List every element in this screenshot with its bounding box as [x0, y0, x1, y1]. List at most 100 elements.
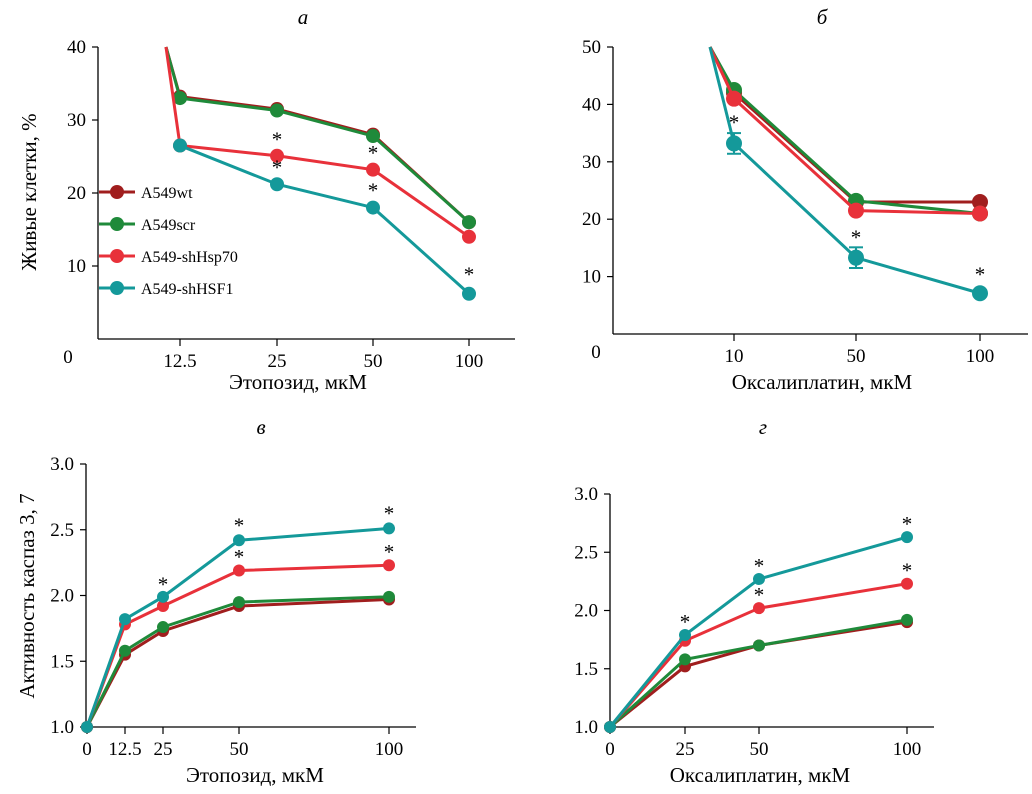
data-point-A549scr: [233, 596, 245, 609]
x-tick-label: 100: [966, 346, 995, 367]
data-point-A549-shHsp70: [753, 602, 765, 615]
x-tick-label: 25: [154, 739, 173, 760]
legend-marker: [110, 249, 124, 263]
y-tick-label: 2.5: [50, 520, 74, 541]
x-axis-label: Оксалиплатин, мкМ: [732, 370, 913, 394]
data-point-A549-shHSF1: [366, 200, 380, 215]
data-point-A549-shHsp70: [157, 600, 169, 613]
series-line-A549scr: [708, 46, 981, 215]
legend-marker: [110, 185, 124, 199]
significance-star: *: [368, 178, 379, 202]
x-axis-label: Этопозид, мкМ: [229, 370, 367, 394]
y-tick-label: 0: [591, 342, 601, 363]
data-point-A549-shHsp70: [366, 162, 380, 177]
significance-star: *: [902, 512, 913, 536]
significance-star: *: [384, 540, 395, 564]
series-line-A549-shHSF1: [608, 535, 908, 728]
y-tick-label: 40: [582, 94, 601, 115]
series-line-A549-shHSF1: [179, 144, 471, 295]
y-tick-label: 50: [582, 37, 601, 58]
data-point-A549scr: [753, 639, 765, 652]
data-point-A549-shHSF1: [604, 721, 616, 733]
x-axis-label: Оксалиплатин, мкМ: [670, 763, 851, 787]
data-point-A549-shHsp70: [383, 559, 395, 572]
legend-marker: [110, 217, 124, 231]
x-tick-label: 50: [750, 739, 769, 760]
data-point-A549-shHSF1: [270, 177, 284, 192]
x-tick-label: 100: [893, 739, 922, 760]
y-tick-label: 3.0: [574, 484, 598, 505]
significance-star: *: [272, 127, 283, 151]
legend-marker: [110, 281, 124, 295]
y-tick-label: 0: [63, 347, 73, 368]
y-tick-label: 2.0: [50, 586, 74, 607]
significance-star: *: [754, 554, 765, 578]
data-point-A549scr: [173, 91, 187, 106]
series-line-A549-shHsp70: [708, 46, 981, 215]
series-line-A549-shHsp70: [164, 46, 470, 239]
y-tick-label: 3.0: [50, 454, 74, 475]
panel-d: 1.0 1.5 2.0 2.5 3.0 0 25 50 100 г Оксалиплатин, мк…: [574, 415, 934, 787]
x-axis-label: Этопозид, мкМ: [186, 763, 324, 787]
legend-label: A549scr: [141, 217, 196, 234]
data-point-A549-shHsp70: [848, 202, 864, 219]
significance-star: *: [902, 559, 913, 583]
data-point-A549-shHSF1: [383, 522, 395, 535]
significance-star: *: [368, 141, 379, 165]
y-tick-label: 10: [67, 256, 86, 277]
data-point-A549-shHsp70: [233, 564, 245, 577]
y-tick-label: 30: [67, 110, 86, 131]
legend-label: A549-shHSF1: [141, 281, 233, 298]
data-point-A549-shHSF1: [81, 721, 93, 733]
panel-b: 0 10 20 30 40 50 10 50 100 б Оксалиплатин, мкМ * * *: [582, 5, 1028, 394]
significance-star: *: [272, 156, 283, 180]
legend: A549wt A549scr A549-shHsp70 A549-shHSF1: [99, 185, 238, 298]
series-line-A549wt: [164, 46, 471, 224]
x-tick-label: 50: [847, 346, 866, 367]
y-tick-label: 1.5: [574, 659, 598, 680]
panel-a: 0 10 20 30 40 12.5 25 50 100 а Этопозид, мкМ Живые …: [17, 5, 515, 394]
x-tick-label: 25: [268, 351, 287, 372]
significance-star: *: [851, 225, 862, 249]
data-point-A549scr: [270, 103, 284, 118]
panel-title: г: [759, 415, 767, 439]
data-point-A549-shHSF1: [157, 590, 169, 603]
data-point-A549-shHsp70: [462, 229, 476, 244]
legend-label: A549wt: [141, 185, 193, 202]
significance-star: *: [234, 545, 245, 569]
y-tick-label: 10: [582, 267, 601, 288]
significance-star: *: [158, 573, 169, 597]
x-tick-label: 12.5: [163, 351, 196, 372]
x-tick-label: 10: [725, 346, 744, 367]
panel-title: б: [817, 5, 829, 29]
series-line-A549-shHsp70: [608, 582, 908, 728]
y-tick-label: 1.0: [50, 717, 74, 738]
y-tick-label: 20: [582, 209, 601, 230]
legend-label: A549-shHsp70: [141, 249, 238, 266]
data-point-A549-shHSF1: [972, 285, 988, 302]
data-point-A549scr: [383, 590, 395, 603]
significance-star: *: [234, 513, 245, 537]
series-line-A549scr: [608, 618, 908, 729]
x-tick-label: 12.5: [108, 739, 141, 760]
data-point-A549-shHSF1: [679, 628, 691, 641]
data-point-A549-shHSF1: [848, 249, 864, 266]
data-point-A549scr: [462, 215, 476, 230]
data-point-A549-shHsp70: [901, 577, 913, 590]
y-axis-label: Активность каспаз 3, 7: [15, 493, 39, 698]
significance-star: *: [384, 502, 395, 526]
x-tick-label: 25: [676, 739, 695, 760]
data-point-A549-shHSF1: [119, 613, 131, 626]
data-point-A549-shHSF1: [726, 135, 742, 152]
y-tick-label: 2.0: [574, 601, 598, 622]
data-point-A549-shHSF1: [233, 534, 245, 547]
data-point-A549scr: [366, 129, 380, 144]
series-line-A549scr: [164, 46, 471, 224]
x-tick-label: 0: [605, 739, 615, 760]
y-tick-label: 30: [582, 152, 601, 173]
y-tick-label: 20: [67, 183, 86, 204]
series-line-A549wt: [708, 46, 980, 204]
panel-title: а: [298, 5, 309, 29]
x-tick-label: 100: [375, 739, 404, 760]
